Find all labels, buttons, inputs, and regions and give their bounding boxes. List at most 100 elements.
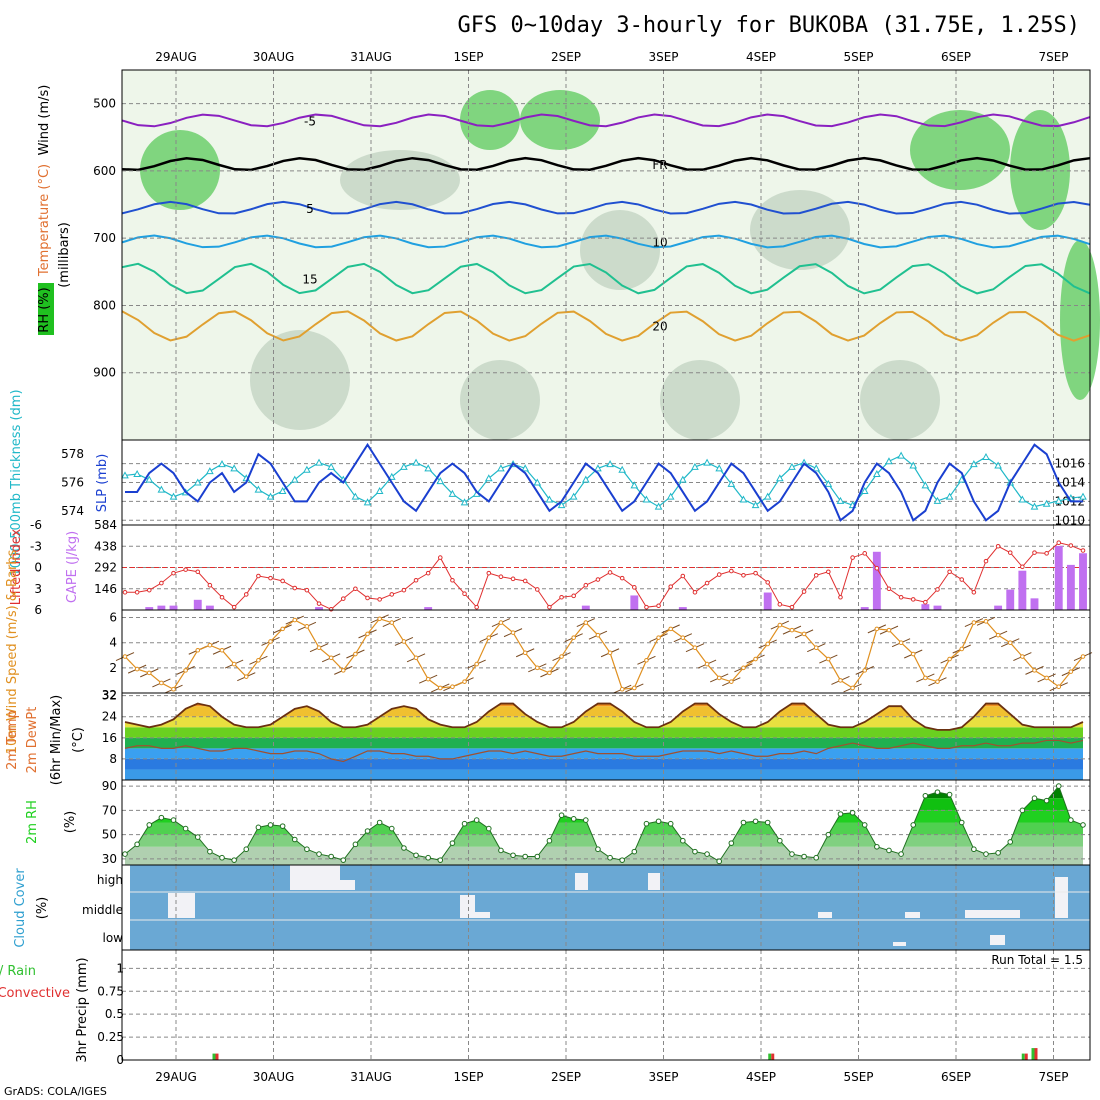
wind-speed-point — [886, 627, 892, 633]
thickness-point — [521, 464, 530, 472]
wind-speed-point — [1080, 654, 1086, 659]
lifted-index-point — [813, 572, 819, 578]
thickness-point — [278, 486, 287, 494]
wind-speed-point — [619, 686, 625, 692]
lifted-index-point — [874, 565, 880, 571]
top-date-label: 3SEP — [648, 50, 678, 64]
rh-point — [134, 841, 140, 848]
temp-tick-label: 8 — [109, 752, 117, 766]
thickness-point — [460, 498, 469, 506]
rh-shading — [520, 90, 600, 150]
rh-point — [946, 791, 953, 798]
lifted-index-point — [777, 602, 783, 607]
rh-point — [667, 820, 674, 827]
bottom-date-label: 30AUG — [253, 1070, 295, 1084]
wind-speed-point — [474, 661, 479, 667]
precip-total-bar — [212, 1053, 216, 1060]
rh-point — [1031, 795, 1038, 802]
rh-shading — [750, 190, 850, 270]
lifted-index-point — [547, 604, 552, 610]
rh-point — [728, 840, 735, 846]
wind-axis-label-full: 10m Wind Speed (m/s) & Barbs — [5, 549, 20, 754]
rh-point — [1080, 822, 1086, 828]
rh-band — [125, 810, 1083, 823]
lifted-index-point — [195, 569, 201, 575]
rh-point — [388, 825, 395, 832]
wind-speed-point — [716, 675, 722, 681]
wind-speed-point — [328, 655, 334, 661]
cape-tick-label: 584 — [94, 518, 117, 532]
wind-speed-point — [1032, 668, 1037, 673]
rh-point — [291, 836, 298, 843]
cape-bar — [193, 599, 202, 610]
rh-point — [413, 852, 419, 859]
precip-tick-label: 0.25 — [97, 1030, 124, 1044]
rh-band — [125, 834, 1083, 847]
wind-speed-point — [959, 646, 965, 652]
wind-speed-point — [510, 630, 516, 635]
wind-speed-point — [765, 641, 771, 647]
thickness-point — [363, 498, 372, 506]
thickness-point — [606, 460, 614, 468]
cloud-row-label: low — [103, 931, 124, 945]
rh-point — [170, 817, 177, 823]
thickness-point — [266, 492, 275, 500]
rh-point — [267, 822, 274, 828]
top-date-label: 7SEP — [1038, 50, 1068, 64]
rh-point — [558, 812, 565, 819]
cape-bar — [581, 605, 590, 610]
cape-bar — [994, 605, 1003, 610]
thickness-tick-label: 574 — [61, 504, 84, 518]
cape-tick-label: 438 — [94, 539, 117, 553]
thickness-point — [206, 467, 214, 475]
rh-point — [158, 814, 165, 821]
temp-band — [125, 769, 1083, 780]
cape-bar — [315, 607, 323, 610]
temp-band — [125, 727, 1083, 738]
wind-speed-point — [971, 620, 977, 625]
wind-speed-point — [231, 661, 237, 667]
minmax-axis-label: (6hr Min/Max) — [49, 695, 64, 785]
temperature-contour — [121, 156, 1091, 172]
wind-speed-point — [874, 626, 880, 632]
cape-bar — [860, 607, 869, 610]
wind-speed-point — [680, 635, 686, 640]
wind-speed-point — [353, 651, 358, 657]
rh-band — [125, 786, 1083, 799]
lifted-axis-label: Lifted Index — [9, 528, 24, 605]
lifted-index-point — [1044, 551, 1049, 556]
wind-frame — [121, 609, 1091, 694]
rh-point — [425, 854, 431, 861]
thickness-point — [569, 492, 578, 500]
cape-bar — [921, 604, 930, 610]
lifted-index-point — [486, 570, 492, 576]
thickness-point — [909, 461, 918, 469]
lifted-index-point — [425, 570, 431, 576]
cape-bar — [933, 605, 942, 610]
wind-speed-point — [995, 632, 1001, 638]
temp-unit-label: (°C) — [71, 727, 86, 753]
wind-speed-point — [134, 666, 140, 672]
precip-convective-label: Convective — [0, 986, 70, 1001]
thickness-point — [921, 481, 930, 489]
lifted-tick-label: -3 — [30, 539, 42, 553]
thickness-point — [351, 492, 360, 500]
lifted-index-point — [559, 594, 564, 600]
rh-point — [861, 822, 868, 828]
wind-speed-point — [704, 661, 710, 667]
wind-axis-label: Wind (m/s) — [37, 85, 52, 156]
lifted-index-point — [231, 604, 237, 610]
rh-point — [801, 853, 807, 860]
thickness-point — [957, 475, 966, 483]
temperature-contour — [121, 200, 1091, 215]
lifted-index-point — [365, 595, 370, 601]
wind-speed-point — [850, 685, 855, 691]
wind-speed-point — [280, 626, 285, 632]
rh-shading — [460, 90, 520, 150]
bottom-date-label: 5SEP — [843, 1070, 873, 1084]
thickness-point — [945, 492, 954, 500]
rh-shading — [660, 360, 740, 440]
wind-speed-point — [862, 668, 868, 673]
lifted-index-point — [134, 589, 140, 595]
rh-point — [401, 845, 407, 851]
